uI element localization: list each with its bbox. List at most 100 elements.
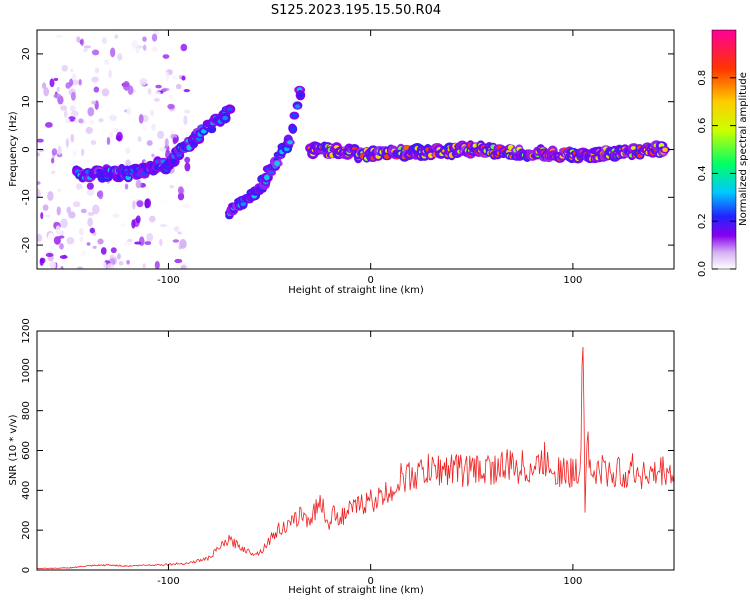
heatmap-cell [55,225,61,235]
heatmap-cell [151,46,159,52]
heatmap-cell [66,236,75,245]
heatmap-cell [66,206,72,214]
heatmap-cell [113,127,119,133]
spectrogram-ytick-label: -10 [21,189,32,205]
heatmap-cell [71,73,77,80]
heatmap-cell [45,252,54,258]
heatmap-cell [45,214,51,218]
heatmap-cell [222,115,228,121]
heatmap-cell [142,36,147,42]
heatmap-cell [37,152,41,157]
heatmap-cell [76,122,81,133]
heatmap-cell [177,231,182,235]
heatmap-cell [297,92,304,98]
heatmap-cell [63,110,68,118]
heatmap-cell [100,247,107,255]
heatmap-cell [83,48,88,53]
snr-ylabel: SNR (10 * v/v) [8,414,19,485]
colorbar: 0.0 0.2 0.4 0.6 0.8 Normalized spectral ampl… [697,29,749,277]
heatmap-cell [178,74,183,80]
heatmap-cell [107,157,114,162]
heatmap-cell [101,261,107,269]
heatmap-cell [136,45,144,49]
heatmap-cell [200,129,207,134]
heatmap-cell [124,183,129,190]
heatmap-cell [86,188,95,196]
heatmap-cell [264,174,270,181]
colorbar-label: Normalized spectral amplitude [738,72,749,226]
heatmap-cell [94,67,100,74]
heatmap-cell [287,140,293,145]
heatmap-cell [78,79,82,86]
heatmap-cell [37,138,44,143]
heatmap-cell [60,218,68,229]
snr-xlabel: Height of straight line (km) [288,585,424,596]
heatmap-cell [79,227,84,236]
heatmap-cell [56,188,62,193]
heatmap-cell [86,242,91,246]
heatmap-cell [184,156,191,164]
heatmap-cell [174,258,183,264]
heatmap-cell [268,170,275,175]
heatmap-cell [146,232,154,242]
heatmap-cell [126,259,130,265]
heatmap-cell [83,45,92,49]
heatmap-cell [162,54,170,59]
snr-frame [36,330,675,571]
heatmap-cell [168,93,174,100]
heatmap-cell [60,230,65,237]
heatmap-cell [49,78,55,88]
heatmap-cell [97,190,104,200]
heatmap-cell [56,206,61,216]
heatmap-cell [173,225,180,232]
heatmap-cell [134,241,142,245]
heatmap-cell [114,34,119,39]
spectrogram-ytick-label: -20 [21,237,32,253]
heatmap-cell [153,97,160,102]
heatmap-cell [290,127,296,132]
heatmap-cell [92,204,100,215]
heatmap-cell [49,261,57,269]
snr-xtick-label: -100 [157,576,180,587]
heatmap-cell [149,215,156,223]
spectrogram-xtick-label: 0 [367,275,373,286]
heatmap-cell [85,126,93,134]
snr-ytick-label: 1000 [21,358,32,383]
heatmap-cell [155,84,162,89]
heatmap-cell [57,145,62,156]
heatmap-cell [118,260,124,266]
heatmap-cell [172,137,177,145]
snr-xtick-label: 0 [367,576,373,587]
heatmap-cell [151,123,156,131]
spectrogram-xtick-label: -100 [157,275,180,286]
heatmap-cell [131,219,136,229]
spectrogram-ytick-label: 20 [21,48,32,61]
heatmap-cell [58,235,65,239]
heatmap-cell [65,82,71,89]
heatmap-cell [112,213,120,218]
heatmap-cell [124,241,132,247]
snr-ytick-label: 1200 [21,318,32,343]
heatmap-cell [69,105,76,112]
heatmap-cell [146,140,153,146]
heatmap-cell [79,236,84,243]
heatmap-cell [47,232,55,242]
heatmap-cell [70,110,79,117]
heatmap-cell [136,200,144,208]
heatmap-cell [43,87,50,97]
heatmap-cell [131,40,138,49]
spectrogram-xlabel: Height of straight line (km) [288,285,424,296]
heatmap-cell [106,263,114,269]
heatmap-cell [183,89,191,93]
heatmap-cell [121,222,126,227]
heatmap-cell [110,247,117,254]
heatmap-cell [133,247,140,256]
heatmap-cell [97,238,104,245]
heatmap-cell [109,131,114,139]
heatmap-cell [110,47,116,58]
heatmap-cell [78,118,84,124]
heatmap-cell [72,201,81,208]
heatmap-cell [180,43,188,52]
heatmap-cell [169,184,174,189]
